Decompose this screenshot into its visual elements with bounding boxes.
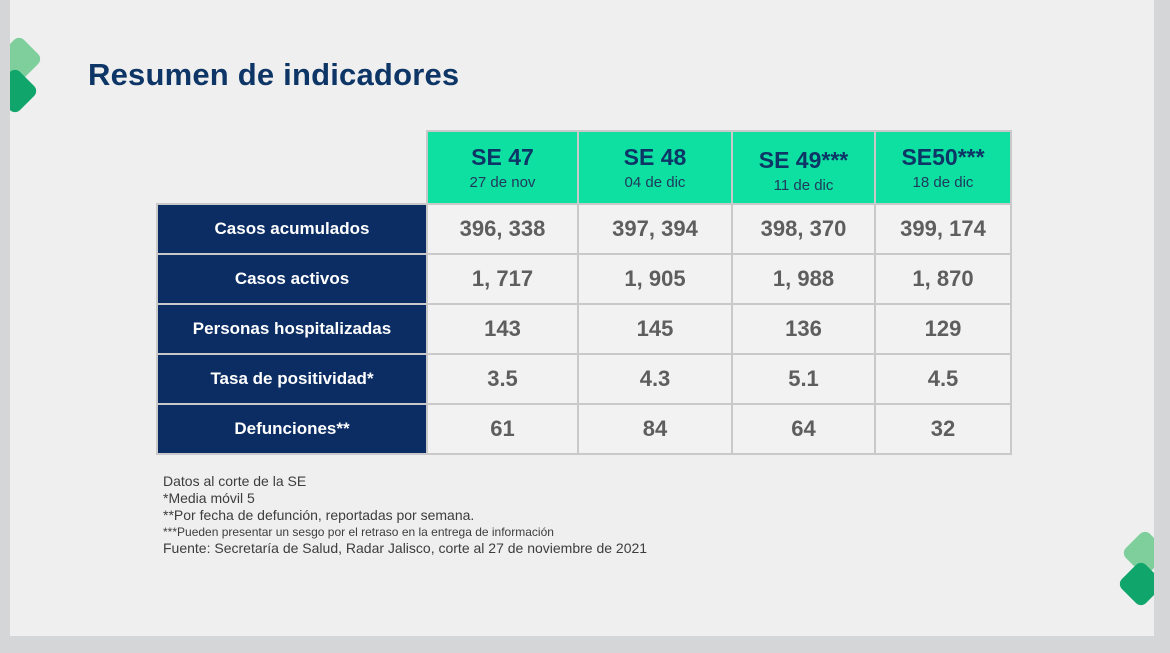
week-date: 11 de dic	[773, 177, 834, 194]
table-cell: 61	[426, 403, 579, 455]
week-header: SE50*** 18 de dic	[874, 130, 1012, 205]
table-cell: 4.3	[577, 353, 733, 405]
footnote: Datos al corte de la SE	[163, 473, 307, 489]
row-label: Tasa de positividad*	[156, 353, 428, 405]
table-cell: 1, 870	[874, 253, 1012, 305]
table-cell: 145	[577, 303, 733, 355]
footnote: ***Pueden presentar un sesgo por el retr…	[163, 525, 554, 539]
chevron-decoration-icon	[1116, 559, 1154, 609]
table-cell: 1, 717	[426, 253, 579, 305]
source-note: Fuente: Secretaría de Salud, Radar Jalis…	[163, 540, 648, 556]
row-label: Defunciones**	[156, 403, 428, 455]
table-cell: 398, 370	[731, 203, 876, 255]
week-label: SE 47	[471, 144, 534, 170]
week-date: 18 de dic	[912, 174, 974, 191]
table-cell: 1, 905	[577, 253, 733, 305]
table-cell: 129	[874, 303, 1012, 355]
week-label: SE 48	[623, 144, 687, 170]
table-cell: 399, 174	[874, 203, 1012, 255]
table-row: Defunciones** 61 84 64 32	[156, 403, 1012, 455]
table-row: Personas hospitalizadas 143 145 136 129	[156, 303, 1012, 355]
week-date: 04 de dic	[624, 174, 686, 191]
table-cell: 397, 394	[577, 203, 733, 255]
table-cell: 5.1	[731, 353, 876, 405]
table-cell: 32	[874, 403, 1012, 455]
row-label: Personas hospitalizadas	[156, 303, 428, 355]
table-cell: 84	[577, 403, 733, 455]
table-cell: 64	[731, 403, 876, 455]
row-label: Casos acumulados	[156, 203, 428, 255]
table-row: Tasa de positividad* 3.5 4.3 5.1 4.5	[156, 353, 1012, 405]
week-header: SE 49*** 11 de dic	[731, 130, 876, 205]
footnote: *Media móvil 5	[163, 490, 255, 506]
week-header: SE 48 04 de dic	[577, 130, 733, 205]
table-cell: 4.5	[874, 353, 1012, 405]
table-row: Casos acumulados 396, 338 397, 394 398, …	[156, 203, 1012, 255]
table-cell: 3.5	[426, 353, 579, 405]
slide: Resumen de indicadores SE 47 27 de nov S…	[10, 0, 1154, 636]
table-header-row: SE 47 27 de nov SE 48 04 de dic SE 49***…	[157, 130, 1012, 205]
indicators-table: SE 47 27 de nov SE 48 04 de dic SE 49***…	[156, 130, 1012, 455]
week-label: SE50***	[901, 144, 985, 170]
week-date: 27 de nov	[469, 174, 536, 191]
week-label: SE 49***	[758, 147, 849, 173]
table-corner	[157, 131, 427, 204]
table-cell: 1, 988	[731, 253, 876, 305]
week-header: SE 47 27 de nov	[426, 130, 579, 205]
table-cell: 396, 338	[426, 203, 579, 255]
table-cell: 136	[731, 303, 876, 355]
footnote: **Por fecha de defunción, reportadas por…	[163, 507, 475, 523]
table-row: Casos activos 1, 717 1, 905 1, 988 1, 87…	[156, 253, 1012, 305]
row-label: Casos activos	[156, 253, 428, 305]
footnotes: Datos al corte de la SE *Media móvil 5 *…	[163, 473, 647, 557]
table-cell: 143	[426, 303, 579, 355]
page-title: Resumen de indicadores	[88, 57, 460, 92]
